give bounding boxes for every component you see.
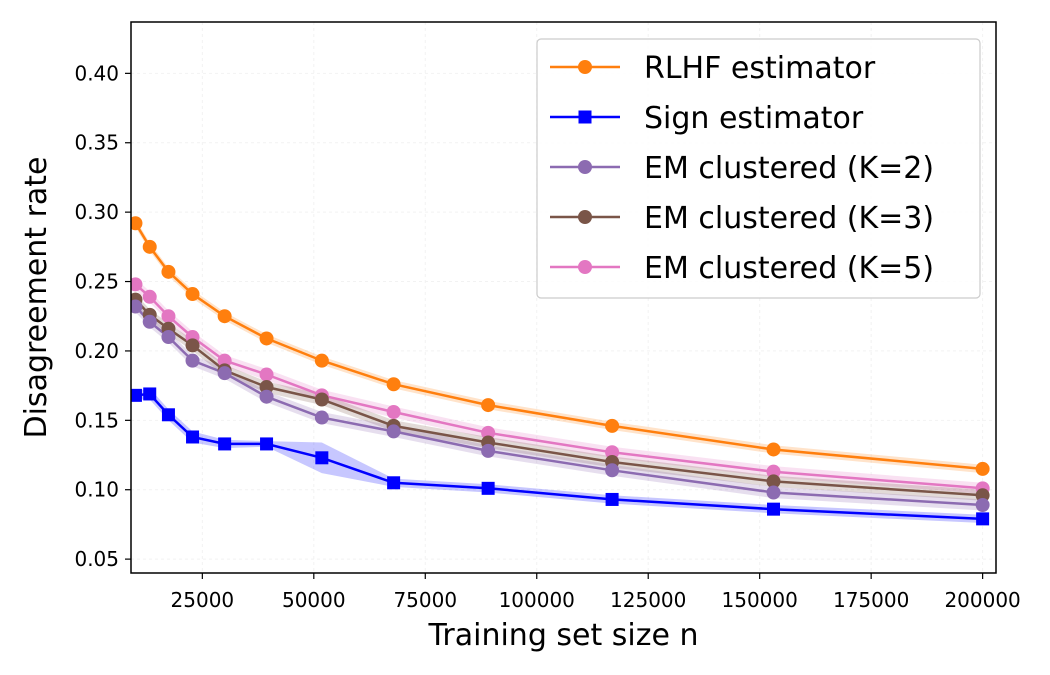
rlhf-estimator-point [131, 216, 143, 231]
y-tick-label: 0.20 [74, 339, 119, 363]
rlhf-estimator-point [386, 377, 401, 392]
em-clustered-k-5-point [766, 464, 781, 479]
x-tick-label: 50000 [282, 588, 346, 612]
plot-frame [130, 21, 997, 574]
legend-label-sign-estimator: Sign estimator [644, 101, 864, 136]
x-tick-label: 200000 [944, 588, 1020, 612]
x-tick-label: 75000 [393, 588, 457, 612]
legend-marker-rlhf-estimator [578, 60, 592, 74]
rlhf-estimator-point [605, 418, 620, 433]
sign-estimator-point [260, 437, 274, 451]
y-tick-label: 0.40 [74, 61, 119, 85]
em-clustered-k-3-point [259, 380, 274, 395]
y-tick-label: 0.25 [74, 270, 119, 294]
em-clustered-k-5-point [386, 405, 401, 420]
rlhf-estimator-point [259, 331, 274, 346]
legend-label-em-clustered-k-2: EM clustered (K=2) [644, 151, 934, 186]
y-axis-ticks: 0.05 0.10 0.15 0.20 0.25 0.30 0.35 0.40 [74, 61, 131, 571]
em-clustered-k-2-band [135, 301, 983, 511]
x-tick-label: 175000 [833, 588, 909, 612]
em-clustered-k-5-point [481, 425, 496, 440]
y-tick-label: 0.35 [74, 131, 119, 155]
em-clustered-k-2-point [766, 485, 781, 500]
sign-estimator-band [135, 388, 983, 523]
x-axis-ticks: 25000 50000 75000 100000 125000 150000 175000 2… [171, 573, 1021, 612]
sign-estimator-point [605, 492, 619, 506]
em-clustered-k-3-point [314, 392, 329, 407]
rlhf-estimator-point [766, 442, 781, 457]
confidence-bands [135, 219, 983, 523]
sign-estimator-point [767, 502, 781, 516]
em-clustered-k-5-point [142, 289, 157, 304]
x-tick-label: 150000 [722, 588, 798, 612]
em-clustered-k-2-point [386, 424, 401, 439]
em-clustered-k-2-point [131, 299, 143, 314]
em-clustered-k-2-point [185, 353, 200, 368]
sign-estimator-point [161, 408, 175, 422]
rlhf-estimator-point [314, 353, 329, 368]
rlhf-estimator-point [185, 287, 200, 302]
em-clustered-k-5-point [131, 277, 143, 292]
em-clustered-k-5-point [161, 309, 176, 324]
em-clustered-k-3-band [135, 294, 983, 501]
em-clustered-k-2-point [481, 443, 496, 458]
sign-estimator-point [218, 437, 232, 451]
em-clustered-k-2-point [161, 330, 176, 345]
sign-estimator-point [143, 387, 157, 401]
sign-estimator-point [481, 481, 495, 495]
x-axis-label: Training set size n [427, 618, 698, 653]
legend-label-em-clustered-k-3: EM clustered (K=3) [644, 201, 934, 236]
y-axis-label: Disagreement rate [19, 156, 54, 438]
em-clustered-k-2-point [605, 463, 620, 478]
em-clustered-k-3-point [975, 488, 990, 503]
rlhf-estimator-point [142, 239, 157, 254]
em-clustered-k-2-point [259, 389, 274, 404]
legend: RLHF estimator Sign estimator EM clustered… [536, 38, 981, 299]
y-tick-label: 0.15 [74, 408, 119, 432]
y-tick-label: 0.10 [74, 478, 119, 502]
em-clustered-k-3-point [185, 338, 200, 353]
em-clustered-k-2-point [975, 497, 990, 512]
x-tick-label: 125000 [610, 588, 686, 612]
sign-estimator-point [976, 512, 990, 526]
rlhf-estimator-point [975, 461, 990, 476]
x-tick-label: 100000 [499, 588, 575, 612]
em-clustered-k-5-point [259, 367, 274, 382]
em-clustered-k-2-point [142, 314, 157, 329]
sign-estimator-point [186, 430, 200, 444]
y-tick-label: 0.30 [74, 200, 119, 224]
rlhf-estimator-point [481, 398, 496, 413]
series-markers [131, 216, 990, 526]
sign-estimator-point [315, 451, 329, 465]
legend-marker-em-clustered-k-2 [578, 160, 592, 174]
x-tick-label: 25000 [171, 588, 235, 612]
legend-marker-em-clustered-k-3 [578, 210, 592, 224]
legend-marker-em-clustered-k-5 [578, 260, 592, 274]
em-clustered-k-2-point [217, 366, 232, 381]
legend-marker-sign-estimator [578, 110, 592, 124]
em-clustered-k-3-point [766, 474, 781, 489]
rlhf-estimator-point [217, 309, 232, 324]
legend-label-em-clustered-k-5: EM clustered (K=5) [644, 251, 934, 286]
legend-box [536, 38, 981, 299]
em-clustered-k-5-band [135, 278, 983, 494]
em-clustered-k-2-point [314, 410, 329, 425]
y-tick-label: 0.05 [74, 547, 119, 571]
sign-estimator-point [387, 476, 401, 490]
legend-label-rlhf-estimator: RLHF estimator [644, 51, 876, 86]
em-clustered-k-5-point [217, 353, 232, 368]
em-clustered-k-5-point [605, 445, 620, 460]
sign-estimator-point [131, 388, 142, 402]
rlhf-estimator-point [161, 264, 176, 279]
